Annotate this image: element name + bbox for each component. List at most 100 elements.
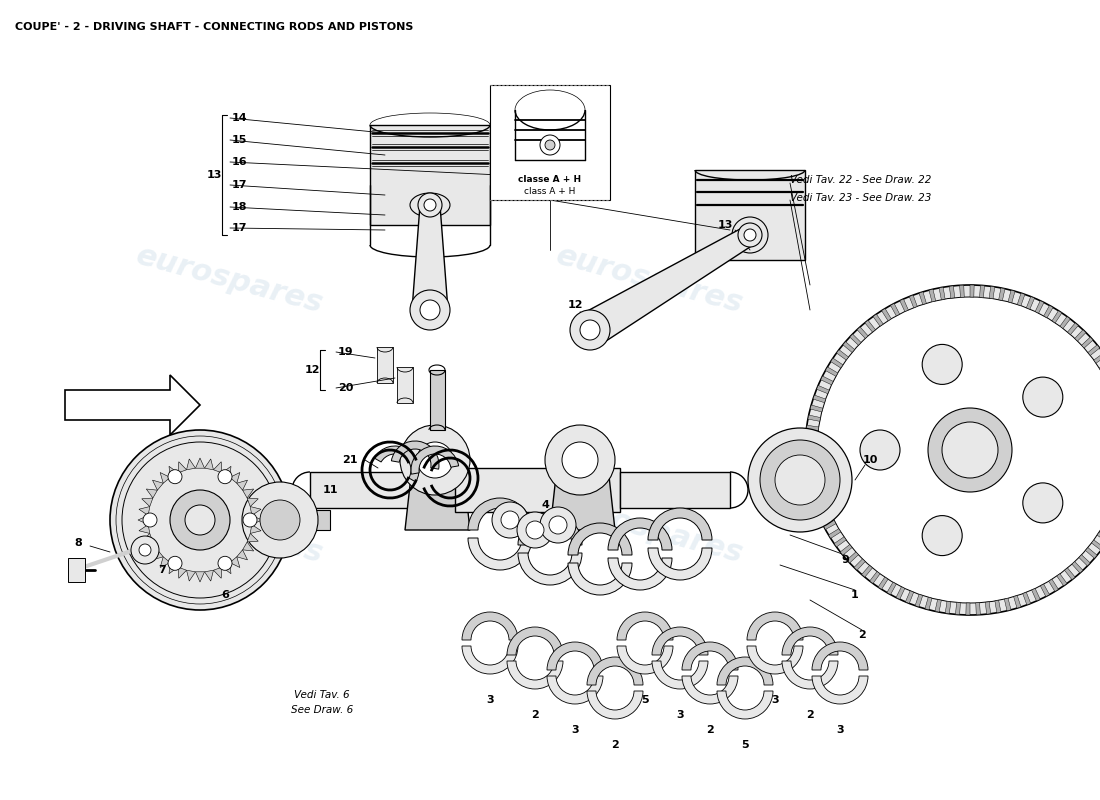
Wedge shape: [648, 548, 712, 580]
Text: classe A + H: classe A + H: [518, 175, 582, 185]
Circle shape: [928, 408, 1012, 492]
Circle shape: [540, 507, 576, 543]
Polygon shape: [849, 334, 861, 346]
Circle shape: [400, 425, 470, 495]
Polygon shape: [205, 570, 213, 581]
Text: class A + H: class A + H: [525, 186, 575, 195]
Circle shape: [860, 430, 900, 470]
Polygon shape: [1067, 323, 1078, 334]
Circle shape: [526, 521, 544, 539]
Polygon shape: [146, 489, 157, 498]
Polygon shape: [236, 480, 248, 490]
Polygon shape: [843, 342, 855, 353]
Circle shape: [738, 223, 762, 247]
Text: 13: 13: [717, 220, 733, 230]
Polygon shape: [896, 586, 905, 599]
Wedge shape: [747, 646, 803, 674]
Polygon shape: [1032, 589, 1041, 601]
Text: 14: 14: [232, 113, 248, 123]
Polygon shape: [865, 320, 876, 332]
Wedge shape: [648, 508, 712, 540]
Polygon shape: [1097, 532, 1100, 542]
Text: 2: 2: [806, 710, 814, 720]
Text: 1: 1: [851, 590, 859, 600]
Polygon shape: [250, 525, 261, 534]
Wedge shape: [717, 691, 773, 719]
Wedge shape: [652, 627, 708, 655]
Circle shape: [420, 300, 440, 320]
Wedge shape: [392, 441, 439, 469]
Text: 4: 4: [541, 500, 549, 510]
Wedge shape: [547, 642, 603, 670]
Circle shape: [562, 442, 598, 478]
Polygon shape: [812, 494, 825, 501]
Polygon shape: [966, 603, 970, 615]
Polygon shape: [989, 286, 994, 298]
Polygon shape: [169, 562, 178, 574]
Text: 11: 11: [322, 485, 338, 495]
Wedge shape: [507, 627, 563, 655]
Polygon shape: [397, 367, 412, 403]
Polygon shape: [1048, 579, 1058, 591]
Polygon shape: [1044, 306, 1053, 318]
Polygon shape: [65, 375, 200, 435]
Wedge shape: [682, 676, 738, 704]
Circle shape: [776, 455, 825, 505]
Polygon shape: [1075, 330, 1086, 341]
Wedge shape: [782, 661, 838, 689]
Wedge shape: [608, 558, 672, 590]
Polygon shape: [834, 537, 846, 547]
Polygon shape: [806, 466, 818, 470]
Polygon shape: [918, 292, 926, 305]
Polygon shape: [956, 602, 960, 614]
Circle shape: [168, 470, 182, 484]
Text: 9: 9: [842, 555, 849, 565]
Polygon shape: [1086, 547, 1097, 558]
Circle shape: [218, 470, 232, 484]
Polygon shape: [310, 472, 420, 508]
Circle shape: [168, 556, 182, 570]
Polygon shape: [811, 405, 823, 412]
Wedge shape: [682, 642, 738, 670]
Polygon shape: [153, 550, 163, 560]
Polygon shape: [222, 466, 231, 478]
Circle shape: [580, 320, 600, 340]
Polygon shape: [213, 567, 222, 578]
Polygon shape: [430, 370, 446, 430]
Polygon shape: [949, 286, 955, 298]
Circle shape: [760, 440, 840, 520]
Text: 8: 8: [74, 538, 81, 548]
Polygon shape: [816, 386, 829, 394]
Circle shape: [410, 290, 450, 330]
Text: 3: 3: [571, 725, 579, 735]
Text: See Draw. 6: See Draw. 6: [290, 705, 353, 715]
Wedge shape: [652, 661, 708, 689]
Wedge shape: [812, 676, 868, 704]
Polygon shape: [976, 602, 980, 615]
Polygon shape: [905, 590, 914, 603]
Text: Vedi Tav. 22 - See Draw. 22: Vedi Tav. 22 - See Draw. 22: [790, 175, 932, 185]
Circle shape: [185, 505, 214, 535]
Wedge shape: [587, 691, 643, 719]
Polygon shape: [205, 459, 213, 470]
Wedge shape: [717, 657, 773, 685]
Polygon shape: [970, 285, 975, 297]
Circle shape: [498, 181, 506, 189]
Polygon shape: [230, 557, 240, 567]
Circle shape: [417, 442, 453, 478]
Circle shape: [139, 544, 151, 556]
Wedge shape: [518, 513, 582, 545]
Wedge shape: [747, 612, 803, 640]
Polygon shape: [196, 458, 205, 468]
Polygon shape: [1057, 574, 1067, 586]
Polygon shape: [878, 577, 888, 590]
Text: 6: 6: [221, 590, 229, 600]
Circle shape: [170, 490, 230, 550]
Polygon shape: [805, 446, 817, 450]
Polygon shape: [280, 510, 330, 530]
Wedge shape: [411, 446, 459, 474]
Polygon shape: [142, 534, 153, 542]
Wedge shape: [617, 612, 673, 640]
Circle shape: [922, 345, 962, 385]
Polygon shape: [939, 287, 945, 300]
